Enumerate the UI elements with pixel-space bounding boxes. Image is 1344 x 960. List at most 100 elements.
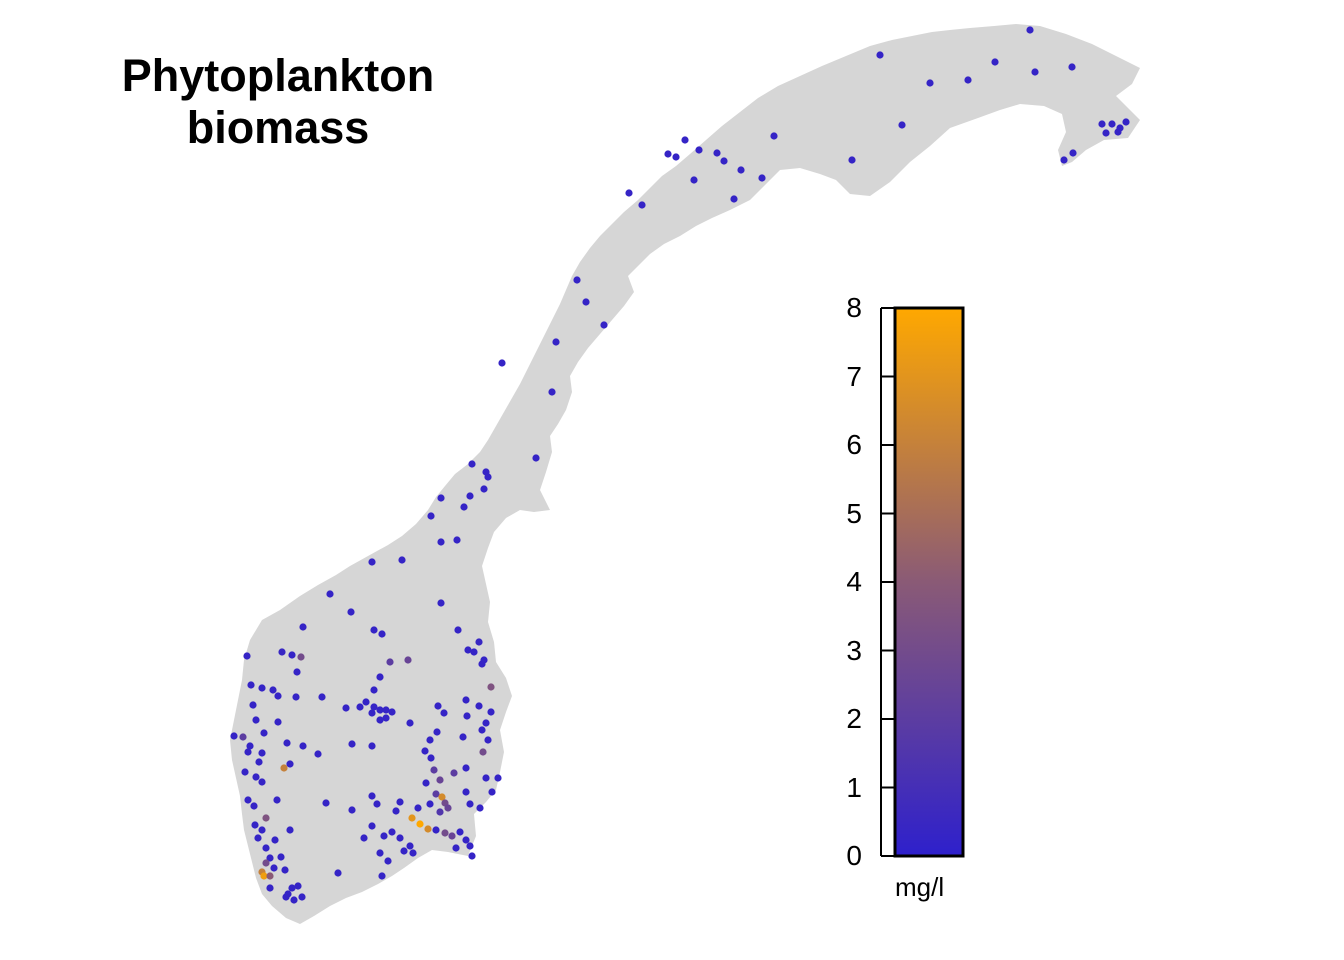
site-marker bbox=[462, 764, 470, 772]
legend-tick-marks bbox=[881, 307, 895, 857]
site-marker bbox=[638, 201, 646, 209]
site-marker bbox=[600, 321, 608, 329]
site-marker bbox=[262, 814, 270, 822]
site-marker bbox=[409, 849, 417, 857]
site-marker bbox=[280, 764, 288, 772]
site-marker bbox=[1026, 26, 1034, 34]
site-marker bbox=[437, 599, 445, 607]
site-marker bbox=[422, 779, 430, 787]
site-marker bbox=[258, 684, 266, 692]
site-marker bbox=[396, 834, 404, 842]
site-marker bbox=[438, 793, 446, 801]
site-marker bbox=[1068, 63, 1076, 71]
site-marker bbox=[441, 829, 449, 837]
site-marker bbox=[460, 503, 468, 511]
site-marker bbox=[468, 852, 476, 860]
site-marker bbox=[462, 696, 470, 704]
site-marker bbox=[582, 298, 590, 306]
site-marker bbox=[368, 822, 376, 830]
site-marker bbox=[713, 149, 721, 157]
site-marker bbox=[288, 651, 296, 659]
site-marker bbox=[488, 788, 496, 796]
site-marker bbox=[239, 733, 247, 741]
site-marker bbox=[376, 849, 384, 857]
site-marker bbox=[414, 804, 422, 812]
site-marker bbox=[258, 749, 266, 757]
site-marker bbox=[432, 826, 440, 834]
site-marker bbox=[382, 706, 390, 714]
site-marker bbox=[430, 766, 438, 774]
site-marker bbox=[292, 693, 300, 701]
site-marker bbox=[278, 648, 286, 656]
site-marker bbox=[283, 739, 291, 747]
site-marker bbox=[376, 706, 384, 714]
site-marker bbox=[466, 800, 474, 808]
site-marker bbox=[462, 836, 470, 844]
legend-tick-label: 0 bbox=[846, 840, 862, 871]
site-marker bbox=[494, 774, 502, 782]
site-marker bbox=[1031, 68, 1039, 76]
site-marker bbox=[475, 638, 483, 646]
site-marker bbox=[876, 51, 884, 59]
site-marker bbox=[552, 338, 560, 346]
site-marker bbox=[348, 740, 356, 748]
site-marker bbox=[376, 673, 384, 681]
site-marker bbox=[964, 76, 972, 84]
site-marker bbox=[1108, 120, 1116, 128]
legend-tick-label: 4 bbox=[846, 566, 862, 597]
site-marker bbox=[436, 808, 444, 816]
site-marker bbox=[672, 153, 680, 161]
site-marker bbox=[452, 844, 460, 852]
site-marker bbox=[368, 558, 376, 566]
site-marker bbox=[400, 847, 408, 855]
site-marker bbox=[273, 796, 281, 804]
legend-tick-label: 7 bbox=[846, 360, 862, 392]
site-marker bbox=[416, 820, 424, 828]
site-marker bbox=[434, 702, 442, 710]
site-marker bbox=[243, 652, 251, 660]
site-marker bbox=[314, 750, 322, 758]
site-marker bbox=[664, 150, 672, 158]
site-marker bbox=[459, 733, 467, 741]
site-marker bbox=[424, 825, 432, 833]
site-marker bbox=[271, 836, 279, 844]
title-line-1: Phytoplankton bbox=[121, 50, 435, 101]
site-marker bbox=[260, 729, 268, 737]
site-marker bbox=[368, 742, 376, 750]
site-marker bbox=[378, 872, 386, 880]
site-marker bbox=[290, 896, 298, 904]
site-marker bbox=[250, 802, 258, 810]
legend-tick-label: 5 bbox=[846, 497, 862, 529]
site-marker bbox=[1122, 118, 1130, 126]
site-marker bbox=[479, 748, 487, 756]
color-bar bbox=[893, 306, 965, 858]
site-marker bbox=[468, 460, 476, 468]
color-legend bbox=[880, 306, 965, 858]
site-marker bbox=[426, 800, 434, 808]
site-marker bbox=[262, 844, 270, 852]
site-marker bbox=[318, 693, 326, 701]
site-marker bbox=[758, 174, 766, 182]
site-marker bbox=[266, 854, 274, 862]
site-marker bbox=[348, 806, 356, 814]
site-marker bbox=[448, 832, 456, 840]
site-marker bbox=[462, 788, 470, 796]
site-marker bbox=[926, 79, 934, 87]
site-marker bbox=[625, 189, 633, 197]
land-mass bbox=[230, 24, 1140, 924]
site-marker bbox=[487, 683, 495, 691]
site-marker bbox=[388, 708, 396, 716]
site-marker bbox=[388, 828, 396, 836]
site-marker bbox=[991, 58, 999, 66]
site-marker bbox=[427, 512, 435, 520]
site-marker bbox=[456, 828, 464, 836]
site-marker bbox=[244, 796, 252, 804]
site-marker bbox=[426, 736, 434, 744]
site-marker bbox=[548, 388, 556, 396]
site-marker bbox=[373, 800, 381, 808]
legend-tick-label: 6 bbox=[846, 429, 862, 460]
site-marker bbox=[360, 834, 368, 842]
site-marker bbox=[298, 893, 306, 901]
site-marker bbox=[437, 538, 445, 546]
site-marker bbox=[258, 826, 266, 834]
